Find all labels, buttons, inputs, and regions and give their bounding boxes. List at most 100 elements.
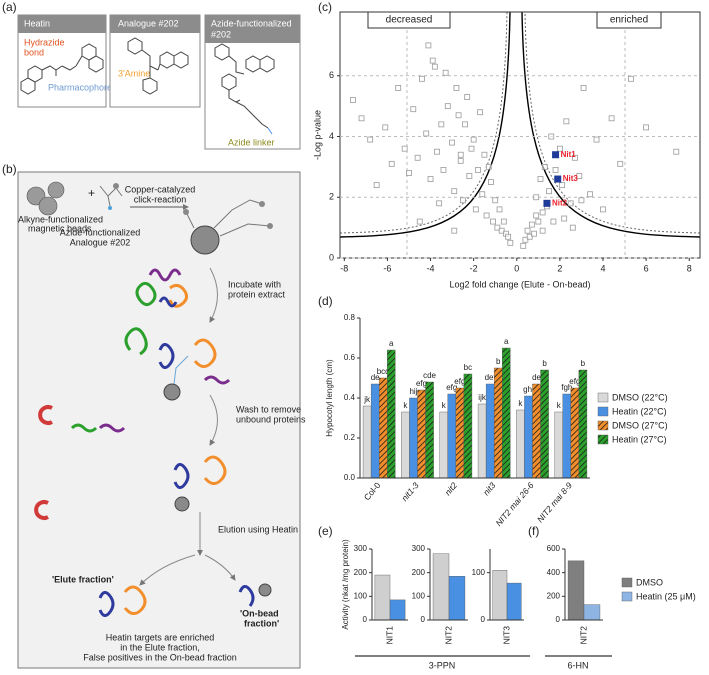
bar (447, 393, 457, 479)
point (569, 224, 576, 231)
point (567, 200, 574, 207)
significance-letter: bcd (377, 367, 390, 376)
x-axis-label: Log2 fold change (Elute - On-bead) (449, 279, 590, 289)
point (550, 218, 557, 225)
significance-letter: k (557, 401, 562, 410)
y-tick-label: 0.8 (344, 313, 356, 322)
point (643, 124, 650, 131)
point (434, 148, 440, 155)
workflow-text: Copper-catalyzed (125, 184, 196, 194)
annotation: Hydrazide (24, 37, 65, 47)
highlight-label: Nit2 (552, 198, 568, 207)
y-tick-label: 300 (354, 544, 368, 553)
x-tick-label: -6 (383, 263, 391, 273)
point (367, 136, 374, 143)
y-tick-label: 2 (329, 192, 334, 202)
y-tick-label: 0.4 (344, 393, 356, 402)
x-tick-label: nit3 (481, 480, 498, 497)
highlight-point (552, 151, 560, 159)
significance-letter: hij (409, 387, 417, 396)
point (522, 236, 529, 243)
point (505, 233, 512, 240)
bar (570, 387, 580, 479)
workflow-panel: + Alkyne-functionalized magnetic beads A… (17, 171, 306, 669)
y-tick-label: 0 (481, 615, 486, 624)
point (533, 212, 540, 219)
point (587, 191, 593, 198)
legend-swatch (597, 392, 609, 403)
x-tick-label: -2 (470, 263, 478, 273)
significance-letter: ijk (478, 393, 487, 402)
y-tick-label: 300 (412, 544, 426, 553)
point (608, 115, 615, 122)
point (580, 85, 587, 91)
point (526, 233, 533, 240)
point (423, 130, 430, 137)
significance-letter: bc (464, 363, 472, 372)
x-tick-label: Col-0 (362, 480, 383, 502)
annotation: 3'Amine (118, 68, 150, 78)
y-axis-label: -Log p-value (312, 110, 322, 160)
x-tick-label: 6 (644, 263, 649, 273)
highlight-point (543, 199, 551, 207)
significance-letter: b (496, 357, 501, 366)
molecule (127, 37, 189, 95)
x-tick-label: NIT2 (578, 626, 588, 645)
point (453, 85, 460, 91)
significance-letter: def (485, 373, 497, 382)
panel-label: (f) (528, 524, 539, 538)
point (444, 103, 451, 110)
significance-letter: efg (569, 377, 580, 386)
y-tick-label: 0.2 (344, 433, 356, 442)
y-tick-label: 6 (329, 70, 334, 80)
point (494, 224, 501, 231)
bar (562, 393, 572, 479)
x-tick-label: 0 (514, 263, 519, 273)
y-tick-label: 400 (547, 568, 561, 577)
point (466, 173, 473, 179)
point (395, 85, 402, 91)
point (479, 191, 486, 198)
annotation: enriched (610, 15, 648, 26)
point (539, 227, 546, 234)
bar (485, 383, 495, 479)
significance-letter: cde (423, 371, 436, 380)
point (593, 136, 600, 143)
point (401, 145, 408, 152)
molecule (214, 43, 275, 135)
point (576, 173, 583, 179)
significance-letter: fgh (561, 383, 572, 392)
x-tick-label: nit1-3 (399, 480, 421, 503)
x-tick-label: -4 (427, 263, 435, 273)
panel-label: (c) (318, 0, 332, 14)
point (487, 179, 494, 185)
protein-complex (173, 455, 227, 489)
bar (370, 383, 380, 479)
point (462, 121, 468, 128)
legend-label: Heatin (25 μM) (636, 591, 696, 601)
point (468, 145, 475, 152)
bar (524, 395, 533, 479)
workflow-box (17, 171, 301, 669)
annotation: decreased (386, 15, 433, 26)
x-tick-label: 8 (687, 263, 692, 273)
arrow (209, 267, 218, 323)
significance-letter: jk (363, 395, 371, 404)
point (531, 230, 537, 237)
bar (502, 347, 511, 479)
bar (362, 405, 372, 479)
point (520, 242, 527, 249)
bar (455, 387, 465, 479)
point (373, 182, 380, 189)
annotation-box (596, 11, 662, 29)
annotation-box (367, 11, 451, 29)
bar (554, 411, 563, 479)
significance-letter: b (581, 359, 586, 368)
workflow-text: 'On-bead (240, 608, 279, 618)
panel-label: (b) (2, 162, 17, 176)
point (552, 167, 559, 173)
point (410, 106, 417, 113)
workflow-text: Azide-functionalized (60, 227, 141, 237)
workflow-text: fraction' (244, 618, 279, 628)
group-label: 6-HN (567, 660, 588, 670)
